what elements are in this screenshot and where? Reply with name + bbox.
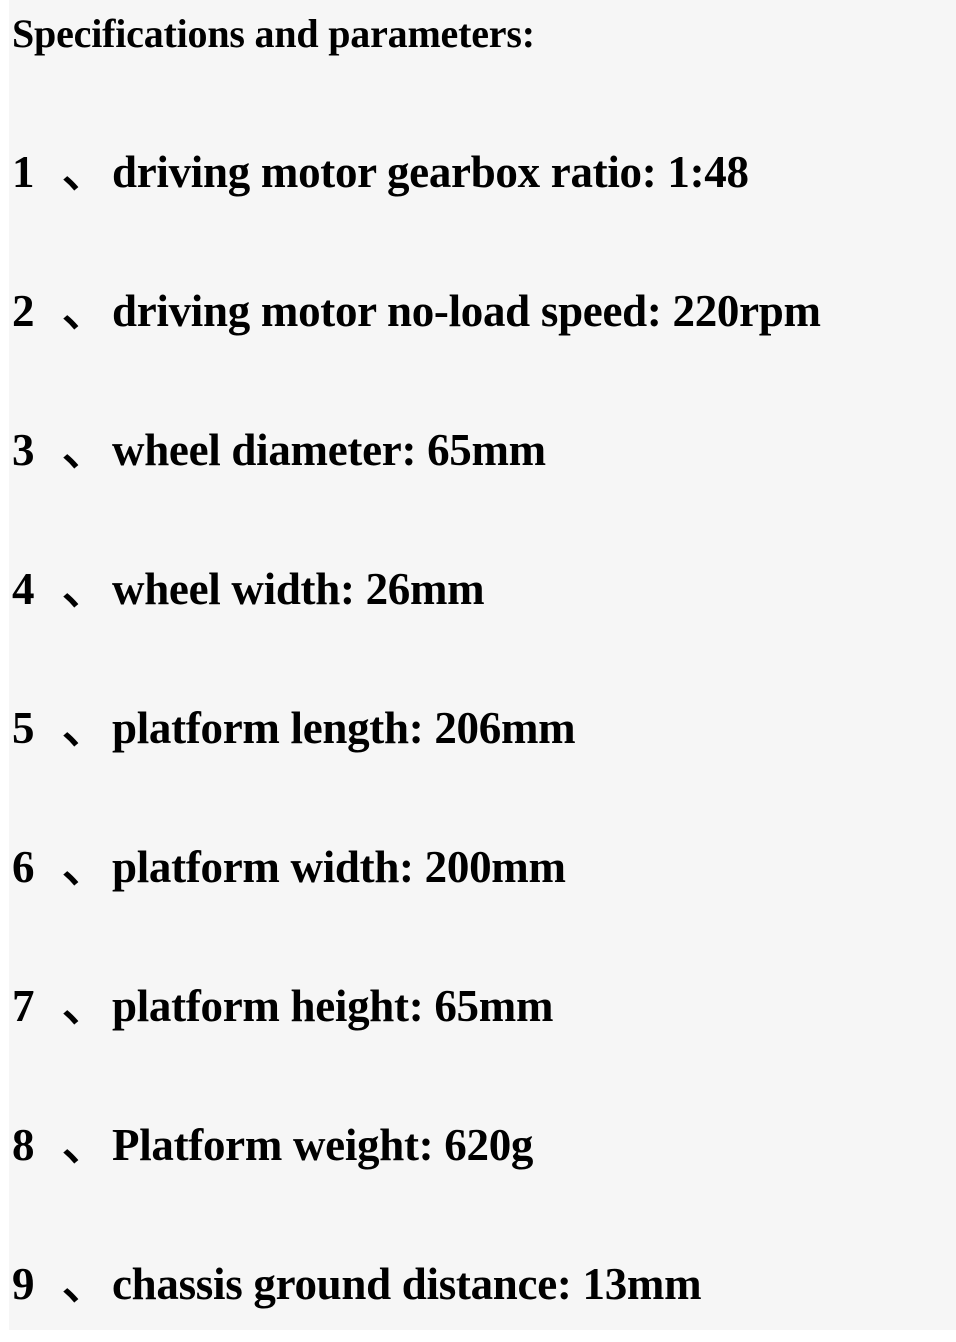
spec-separator: 、	[62, 1259, 108, 1309]
spec-number: 5	[12, 703, 35, 753]
spec-separator: 、	[62, 1120, 108, 1170]
spec-item: 3 、 wheel diameter: 65mm	[0, 422, 956, 478]
spec-text: wheel width: 26mm	[112, 564, 485, 614]
spec-item: 6 、 platform width: 200mm	[0, 839, 956, 895]
spec-number: 6	[12, 842, 35, 892]
spec-item: 4 、 wheel width: 26mm	[0, 561, 956, 617]
spec-text: chassis ground distance: 13mm	[112, 1259, 702, 1309]
spec-item: 5 、 platform length: 206mm	[0, 700, 956, 756]
spec-number: 8	[12, 1120, 35, 1170]
spec-text: driving motor gearbox ratio: 1:48	[112, 147, 749, 197]
content-panel	[9, 0, 956, 1330]
spec-text: platform length: 206mm	[112, 703, 576, 753]
spec-number: 9	[12, 1259, 35, 1309]
spec-number: 1	[12, 147, 35, 197]
spec-number: 3	[12, 425, 35, 475]
spec-item: 1 、 driving motor gearbox ratio: 1:48	[0, 144, 956, 200]
spec-separator: 、	[62, 425, 108, 475]
spec-item: 8 、 Platform weight: 620g	[0, 1117, 956, 1173]
spec-separator: 、	[62, 703, 108, 753]
spec-number: 7	[12, 981, 35, 1031]
spec-item: 2 、 driving motor no-load speed: 220rpm	[0, 283, 956, 339]
spec-separator: 、	[62, 286, 108, 336]
spec-item: 7 、 platform height: 65mm	[0, 978, 956, 1034]
spec-text: driving motor no-load speed: 220rpm	[112, 286, 821, 336]
spec-text: platform width: 200mm	[112, 842, 566, 892]
spec-text: platform height: 65mm	[112, 981, 554, 1031]
spec-separator: 、	[62, 147, 108, 197]
spec-text: wheel diameter: 65mm	[112, 425, 546, 475]
page-title: Specifications and parameters:	[12, 11, 535, 56]
spec-text: Platform weight: 620g	[112, 1120, 534, 1170]
spec-separator: 、	[62, 981, 108, 1031]
spec-separator: 、	[62, 842, 108, 892]
spec-item: 9 、 chassis ground distance: 13mm	[0, 1256, 956, 1312]
spec-number: 4	[12, 564, 35, 614]
spec-separator: 、	[62, 564, 108, 614]
spec-number: 2	[12, 286, 35, 336]
